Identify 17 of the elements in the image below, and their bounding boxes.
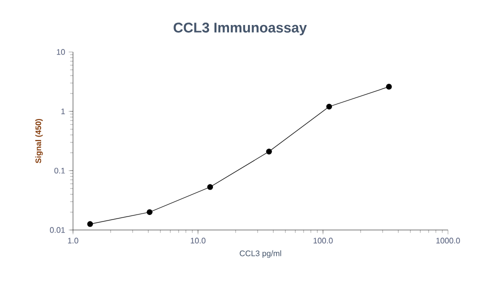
point [207, 184, 214, 190]
point [146, 209, 152, 216]
y-tick-label: 0.01 [50, 227, 65, 233]
chart-title: CCL3 Immunoassay [174, 22, 307, 36]
y-tick-label: 10 [56, 49, 65, 55]
point [386, 84, 392, 90]
point [326, 104, 332, 110]
x-tick-label: 1.0 [68, 238, 78, 244]
y-tick-label: 1 [61, 108, 65, 114]
point [87, 221, 93, 227]
x-tick-label: 10.0 [190, 238, 206, 244]
x-axis-title: CCL3 pg/ml [240, 250, 282, 258]
y-axis-title: Signal (450) [35, 118, 43, 164]
point [266, 148, 272, 154]
x-tick-label: 100.0 [314, 238, 333, 244]
y-tick-label: 0.1 [54, 168, 65, 174]
x-tick-label: 1000.0 [436, 238, 460, 244]
